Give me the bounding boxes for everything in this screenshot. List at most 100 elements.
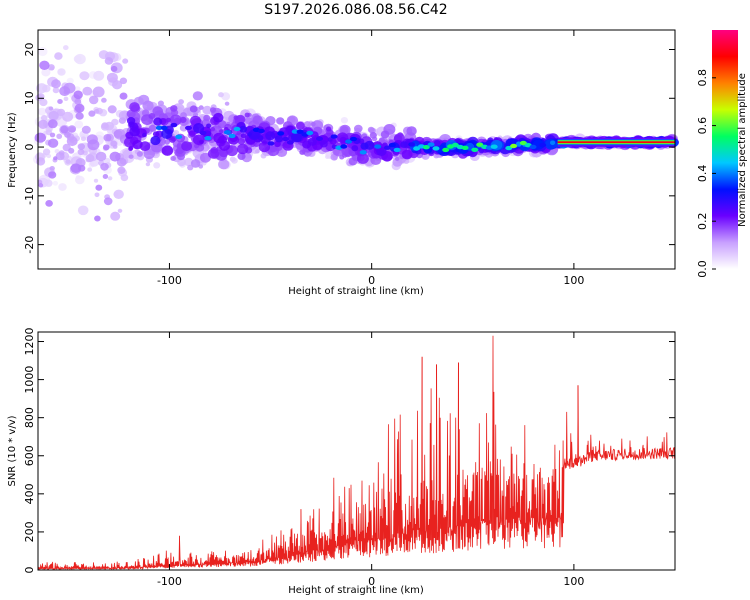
snr-series-line <box>37 335 676 571</box>
spectrogram-cell <box>42 148 51 156</box>
spectrogram-cell <box>204 136 212 141</box>
spectrogram-cell <box>49 132 56 138</box>
spectrogram-cell <box>422 145 430 150</box>
colorbar-ticks: 0.0 0.2 0.4 0.6 0.8 <box>696 69 716 278</box>
spectrogram-cell <box>74 98 82 105</box>
snr-frame <box>37 331 676 571</box>
spectrogram-cell <box>354 124 363 133</box>
spectrogram-cell <box>107 176 113 181</box>
spectrogram-cell <box>37 47 48 57</box>
spectrogram-cell <box>350 136 357 142</box>
spectrogram-cell <box>148 113 156 120</box>
spectrogram-cell <box>39 60 50 70</box>
spectrogram-cell <box>282 136 289 142</box>
spectrogram-cell <box>95 184 103 191</box>
spectrogram-cell <box>192 91 203 101</box>
spectrogram-cell <box>89 95 99 105</box>
spectrogram-cell <box>62 111 74 122</box>
spectrogram-cell <box>101 122 109 129</box>
spectrogram-cell <box>48 106 54 111</box>
spectrogram-cell <box>142 100 154 111</box>
spectrogram-cell <box>244 112 250 118</box>
spectrogram-cell <box>68 147 75 154</box>
spectrogram-cell <box>119 92 128 100</box>
y-tick-label: 1000 <box>23 366 36 394</box>
spectrogram-cell <box>240 133 247 139</box>
spectrogram-cell <box>39 98 48 107</box>
spectrogram-cell <box>307 137 317 146</box>
spectrogram-cell <box>106 72 118 83</box>
spectrogram-x-axis-title: Height of straight line (km) <box>288 286 424 297</box>
spectrogram-cell <box>380 130 390 139</box>
spectrogram-cell <box>63 96 69 102</box>
spectrogram-cell <box>519 140 527 146</box>
spectrogram-cell <box>100 162 109 171</box>
spectrogram-cell <box>41 68 51 77</box>
spectrogram-cell <box>291 132 302 143</box>
y-tick-label: 600 <box>23 445 36 466</box>
spectrogram-cell <box>332 148 340 156</box>
spectrogram-cell <box>374 144 382 149</box>
spectrogram-cell <box>207 148 220 159</box>
spectrogram-cell <box>155 125 163 130</box>
spectrogram-cell <box>550 140 556 146</box>
spectrogram-cell <box>40 115 48 121</box>
x-tick-label: 0 <box>368 575 375 588</box>
spectrogram-cell <box>490 144 498 149</box>
spectrogram-cell <box>85 154 95 163</box>
snr-x-axis-title: Height of straight line (km) <box>288 585 424 596</box>
spectrogram-cell <box>277 131 285 136</box>
spectrogram-cell <box>103 134 112 142</box>
spectrogram-cell <box>48 171 57 179</box>
spectrogram-cell <box>392 157 403 167</box>
spectrogram-cell <box>359 150 367 155</box>
spectrogram-cell <box>116 157 127 167</box>
spectrogram-cell <box>218 92 224 98</box>
spectrogram-cell <box>117 208 123 213</box>
spectrogram-cell <box>310 121 316 127</box>
spectrogram-cell <box>306 130 314 136</box>
spectrogram-cell <box>126 117 136 125</box>
spectrogram-cell <box>169 137 176 143</box>
spectrogram-cell <box>274 140 281 148</box>
spectrogram-cell <box>213 112 224 123</box>
spectrogram-cell <box>37 179 43 185</box>
x-tick-label: 100 <box>563 274 584 287</box>
spectrogram-cell <box>199 130 207 136</box>
y-tick-label: 20 <box>23 43 36 57</box>
spectrogram-cell <box>38 119 49 129</box>
spectrogram-cell <box>143 148 155 159</box>
spectrogram-cell <box>34 132 46 143</box>
snr-y-axis-title: SNR (10 * v/v) <box>7 415 18 486</box>
spectrogram-cell <box>394 156 400 161</box>
spectrogram-cell <box>88 110 96 117</box>
spectrogram-cell <box>442 147 450 153</box>
y-tick-label: 800 <box>23 407 36 428</box>
spectrogram-cell <box>136 151 143 157</box>
spectrogram-cell <box>369 132 377 139</box>
x-tick-label: 100 <box>563 575 584 588</box>
y-tick-label: 200 <box>23 521 36 542</box>
spectrogram-cell <box>178 99 185 105</box>
spectrogram-cell <box>113 130 123 138</box>
spectrogram-cell <box>408 142 416 147</box>
spectrogram-cell <box>49 166 55 171</box>
spectrogram-cell <box>142 132 147 138</box>
spectrogram-cell <box>179 116 187 123</box>
spectrogram-cell <box>203 114 211 122</box>
spectrogram-cell <box>223 130 231 135</box>
spectrogram-cell <box>52 180 59 186</box>
chart-title: S197.2026.086.08.56.C42 <box>264 2 447 18</box>
spectrogram-cell <box>190 159 201 168</box>
spectrogram-cell <box>296 121 305 130</box>
spectrogram-cell <box>218 159 230 170</box>
spectrogram-cell <box>185 125 192 131</box>
spectrogram-cell <box>112 80 123 90</box>
spectrogram-cell <box>320 140 328 148</box>
spectrogram-cell <box>77 205 89 216</box>
spectrogram-cell <box>93 70 105 81</box>
spectrogram-cell <box>169 114 182 126</box>
spectrogram-cell <box>267 141 275 146</box>
spectrogram-cell <box>95 151 107 162</box>
y-tick-label: 1200 <box>23 328 36 356</box>
